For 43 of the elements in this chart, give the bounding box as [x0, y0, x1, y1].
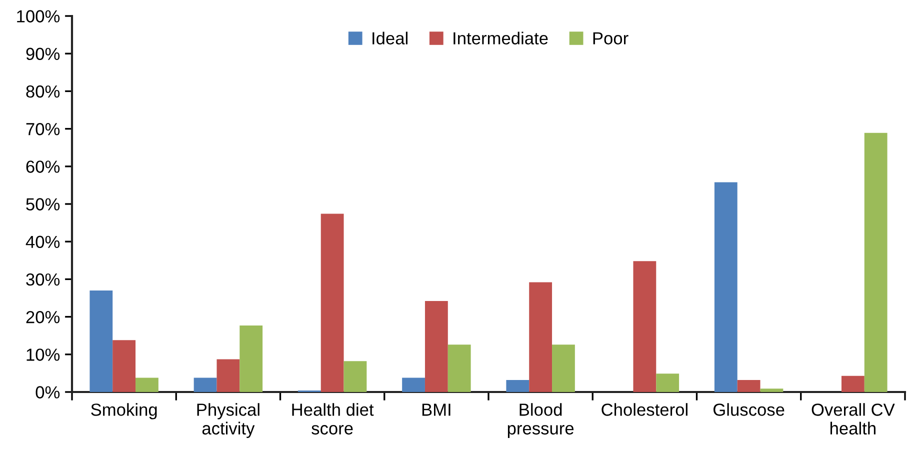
- y-tick-label: 90%: [26, 48, 60, 60]
- y-tick-label: 100%: [17, 10, 60, 22]
- bar: [112, 340, 136, 392]
- bar: [136, 378, 158, 392]
- y-tick-label: 20%: [26, 310, 60, 324]
- y-tick-label: 70%: [26, 122, 60, 136]
- x-tick-label: BMI: [422, 404, 450, 416]
- legend-label: Ideal: [372, 32, 408, 44]
- x-tick-label: Blood pressure: [508, 403, 574, 438]
- bar: [448, 344, 471, 392]
- y-tick-label: 80%: [26, 85, 60, 98]
- x-tick-label: Gluscose: [714, 403, 784, 416]
- bar: [529, 282, 552, 392]
- x-tick-label: Smoking: [91, 403, 157, 420]
- bar: [656, 374, 680, 392]
- bar: [841, 376, 864, 392]
- bar: [737, 380, 760, 392]
- x-tick-label: Health diet score: [292, 403, 374, 435]
- y-tick-label: 30%: [26, 273, 60, 286]
- bar: [194, 378, 217, 392]
- bar: [90, 290, 113, 392]
- bar: [320, 214, 344, 392]
- bar: [240, 325, 263, 392]
- y-tick-label: 40%: [26, 236, 60, 248]
- bar: [344, 361, 367, 392]
- bar: [424, 301, 448, 392]
- legend-label: Intermediate: [454, 32, 548, 44]
- y-tick-label: 50%: [26, 198, 60, 210]
- bar: [760, 388, 784, 392]
- x-tick-label: Cholesterol: [602, 403, 688, 416]
- bar: [402, 378, 425, 392]
- bar: [506, 380, 530, 392]
- bar: [864, 132, 888, 392]
- bar: [552, 344, 575, 392]
- bar: [633, 261, 656, 392]
- y-tick-label: 0%: [36, 386, 60, 398]
- bar: [714, 182, 738, 392]
- legend-label: Poor: [593, 32, 628, 44]
- x-tick-label: Physical activity: [197, 403, 260, 438]
- y-tick-label: 10%: [26, 348, 60, 361]
- y-tick-label: 60%: [26, 160, 60, 173]
- bar: [216, 359, 240, 392]
- x-tick-label: Overall CV health: [812, 403, 895, 435]
